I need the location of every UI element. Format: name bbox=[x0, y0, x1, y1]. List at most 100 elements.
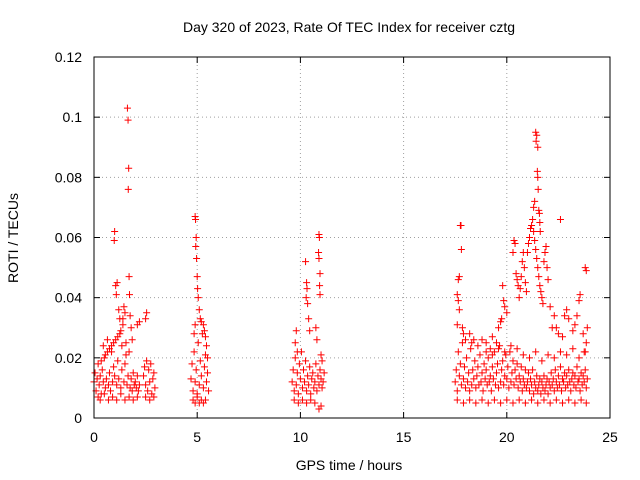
data-point-marker bbox=[534, 185, 542, 193]
data-point-marker bbox=[579, 330, 587, 338]
data-point-marker bbox=[534, 264, 542, 272]
data-point-marker bbox=[535, 381, 543, 389]
data-point-marker bbox=[498, 366, 506, 374]
data-point-marker bbox=[529, 215, 537, 223]
data-point-marker bbox=[477, 378, 485, 386]
data-point-marker bbox=[532, 348, 540, 356]
data-point-marker bbox=[306, 363, 314, 371]
data-point-marker bbox=[194, 285, 202, 293]
data-point-marker bbox=[192, 234, 200, 241]
data-point-marker bbox=[190, 330, 198, 338]
data-point-marker bbox=[293, 348, 301, 356]
data-point-marker bbox=[91, 369, 99, 377]
data-point-marker bbox=[147, 360, 155, 368]
data-point-marker bbox=[108, 348, 116, 356]
data-point-marker bbox=[462, 384, 470, 392]
data-point-marker bbox=[294, 390, 302, 398]
data-point-marker bbox=[482, 348, 490, 356]
data-point-marker bbox=[509, 249, 517, 257]
data-point-marker bbox=[301, 378, 309, 386]
data-point-marker bbox=[552, 378, 560, 386]
data-point-marker bbox=[104, 381, 112, 389]
data-point-marker bbox=[144, 387, 152, 395]
data-point-marker bbox=[464, 378, 472, 386]
data-point-marker bbox=[473, 372, 481, 380]
data-point-marker bbox=[554, 330, 562, 338]
data-point-marker bbox=[535, 206, 543, 214]
data-point-marker bbox=[316, 270, 324, 278]
data-point-marker bbox=[299, 366, 307, 374]
data-point-marker bbox=[189, 387, 197, 395]
data-point-marker bbox=[113, 279, 121, 287]
data-point-marker bbox=[102, 375, 110, 383]
data-point-marker bbox=[537, 288, 545, 296]
data-point-marker bbox=[202, 378, 210, 386]
data-point-marker bbox=[517, 273, 525, 281]
data-point-marker bbox=[118, 342, 126, 350]
data-point-marker bbox=[582, 267, 590, 275]
data-point-marker bbox=[543, 264, 551, 272]
data-point-marker bbox=[532, 128, 540, 136]
data-point-marker bbox=[548, 381, 556, 389]
data-point-marker bbox=[521, 366, 529, 374]
data-point-marker bbox=[546, 399, 554, 407]
data-point-marker bbox=[201, 333, 209, 341]
data-point-marker bbox=[476, 351, 484, 359]
data-point-marker bbox=[104, 396, 112, 404]
data-point-marker bbox=[149, 375, 157, 383]
data-point-marker bbox=[521, 279, 529, 287]
data-point-marker bbox=[131, 378, 139, 386]
data-point-marker bbox=[306, 327, 314, 335]
data-point-marker bbox=[316, 291, 324, 299]
data-point-marker bbox=[571, 321, 579, 329]
data-point-marker bbox=[453, 387, 461, 395]
data-point-marker bbox=[97, 357, 105, 365]
data-point-marker bbox=[133, 393, 141, 401]
data-point-marker bbox=[532, 137, 540, 145]
data-point-marker bbox=[142, 393, 150, 401]
data-point-marker bbox=[142, 381, 150, 389]
data-point-marker bbox=[453, 321, 461, 329]
data-point-marker bbox=[310, 384, 318, 392]
data-point-marker bbox=[503, 375, 511, 383]
data-point-marker bbox=[454, 276, 462, 284]
data-point-marker bbox=[100, 390, 108, 398]
data-point-marker bbox=[304, 300, 312, 308]
data-point-marker bbox=[190, 348, 198, 356]
plot-frame bbox=[93, 56, 611, 419]
data-point-marker bbox=[318, 357, 326, 365]
data-point-marker bbox=[94, 360, 102, 368]
data-point-marker bbox=[469, 366, 477, 374]
data-point-marker bbox=[538, 294, 546, 302]
y-tick-label: 0.1 bbox=[63, 109, 83, 125]
data-point-marker bbox=[517, 363, 525, 371]
data-point-marker bbox=[315, 234, 323, 241]
data-point-marker bbox=[313, 387, 321, 395]
data-point-marker bbox=[545, 378, 553, 386]
data-point-marker bbox=[519, 351, 527, 359]
data-point-marker bbox=[572, 384, 580, 392]
data-point-marker bbox=[516, 285, 524, 293]
data-point-marker bbox=[481, 375, 489, 383]
data-point-marker bbox=[458, 339, 466, 347]
data-point-marker bbox=[515, 294, 523, 302]
data-point-marker bbox=[528, 396, 536, 404]
data-point-marker bbox=[573, 363, 581, 371]
data-point-marker bbox=[544, 276, 552, 284]
data-point-marker bbox=[451, 378, 459, 386]
data-point-marker bbox=[459, 375, 467, 383]
data-point-marker bbox=[291, 354, 299, 362]
data-point-marker bbox=[509, 357, 517, 365]
y-tick-label: 0.06 bbox=[55, 230, 82, 246]
data-point-marker bbox=[561, 312, 569, 320]
data-point-marker bbox=[150, 369, 158, 377]
x-tick-label: 5 bbox=[193, 429, 201, 445]
y-tick-label: 0.02 bbox=[55, 350, 82, 366]
data-point-marker bbox=[511, 366, 519, 374]
data-point-marker bbox=[531, 378, 539, 386]
data-point-marker bbox=[288, 378, 296, 386]
data-point-marker bbox=[96, 396, 104, 404]
data-point-marker bbox=[135, 381, 143, 389]
data-point-marker bbox=[550, 354, 558, 362]
